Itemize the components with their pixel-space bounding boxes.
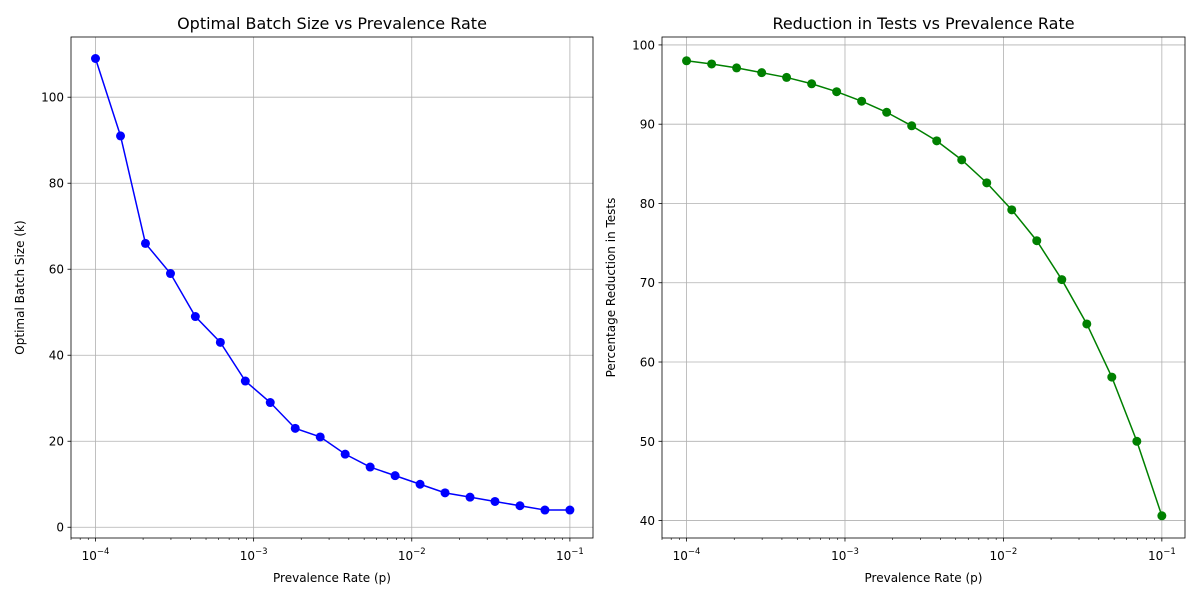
y-tick-label: 0	[56, 521, 64, 535]
data-point	[857, 96, 867, 106]
data-point	[807, 79, 817, 89]
data-point	[390, 471, 400, 481]
data-point	[165, 269, 175, 279]
data-point	[515, 501, 525, 511]
data-point	[882, 107, 892, 117]
data-point	[415, 479, 425, 489]
data-point	[490, 496, 500, 506]
data-point	[682, 56, 692, 66]
data-point	[1032, 236, 1042, 246]
x-tick-label: 10−4	[82, 547, 110, 563]
data-point	[315, 432, 325, 442]
grid	[71, 37, 593, 538]
x-tick-label: 10−2	[990, 547, 1018, 563]
y-tick-label: 20	[49, 435, 64, 449]
plot-frame	[70, 36, 594, 539]
grid	[662, 37, 1185, 538]
data-point	[1157, 511, 1167, 521]
y-axis-ticks: 0 20 40 60 80 100	[41, 91, 71, 535]
y-tick-label: 40	[640, 514, 655, 528]
data-point	[340, 449, 350, 459]
data-point	[1132, 436, 1142, 446]
data-point	[540, 505, 550, 515]
data-point	[440, 488, 450, 498]
y-tick-label: 50	[640, 435, 655, 449]
y-tick-label: 80	[640, 197, 655, 211]
chart-title: Reduction in Tests vs Prevalence Rate	[772, 14, 1074, 33]
y-axis-label: Percentage Reduction in Tests	[604, 198, 618, 378]
y-tick-label: 80	[49, 177, 64, 191]
x-axis-label: Prevalence Rate (p)	[273, 571, 391, 585]
y-axis-ticks: 40 50 60 70 80 90 100	[632, 38, 662, 528]
data-point	[757, 68, 767, 78]
data-point	[90, 54, 100, 64]
series-line	[686, 60, 1163, 517]
chart-panel-batch-size: Optimal Batch Size vs Prevalence Rate Pr…	[13, 14, 594, 585]
x-tick-label: 10−1	[1148, 547, 1176, 563]
data-point	[1057, 275, 1067, 285]
data-point	[215, 337, 225, 347]
y-axis-label: Optimal Batch Size (k)	[13, 220, 27, 354]
data-point	[290, 423, 300, 433]
data-point	[465, 492, 475, 502]
data-point	[932, 136, 942, 146]
data-point	[832, 87, 842, 97]
x-tick-label: 10−1	[556, 547, 584, 563]
data-point	[365, 462, 375, 472]
data-point	[907, 121, 917, 131]
data-point	[1082, 319, 1092, 329]
data-point	[782, 72, 792, 82]
chart-panel-reduction: Reduction in Tests vs Prevalence Rate Pr…	[604, 14, 1186, 585]
data-point	[140, 238, 150, 248]
data-point	[190, 312, 200, 322]
x-tick-label: 10−3	[831, 547, 859, 563]
data-point	[265, 398, 275, 408]
y-tick-label: 70	[640, 276, 655, 290]
data-point	[1107, 372, 1117, 382]
data-points	[682, 56, 1167, 521]
data-point	[1007, 205, 1017, 215]
data-point	[957, 155, 967, 165]
x-tick-label: 10−2	[398, 547, 426, 563]
x-axis-ticks: 10−4 10−3 10−2 10−1	[673, 538, 1176, 563]
y-tick-label: 60	[49, 263, 64, 277]
y-tick-label: 60	[640, 356, 655, 370]
x-axis-ticks: 10−4 10−3 10−2 10−1	[82, 538, 584, 563]
x-tick-label: 10−4	[673, 547, 701, 563]
y-tick-label: 100	[41, 91, 64, 105]
data-point	[982, 178, 992, 188]
x-axis-label: Prevalence Rate (p)	[865, 571, 983, 585]
data-point	[565, 505, 575, 515]
data-point	[732, 63, 742, 73]
y-tick-label: 90	[640, 118, 655, 132]
data-point	[707, 59, 717, 69]
chart-title: Optimal Batch Size vs Prevalence Rate	[177, 14, 487, 33]
x-tick-label: 10−3	[240, 547, 268, 563]
data-point	[240, 376, 250, 386]
y-tick-label: 100	[632, 38, 655, 52]
y-tick-label: 40	[49, 349, 64, 363]
data-points	[90, 54, 575, 515]
plot-frame	[661, 36, 1186, 539]
series-line	[94, 58, 570, 511]
data-point	[116, 131, 126, 141]
